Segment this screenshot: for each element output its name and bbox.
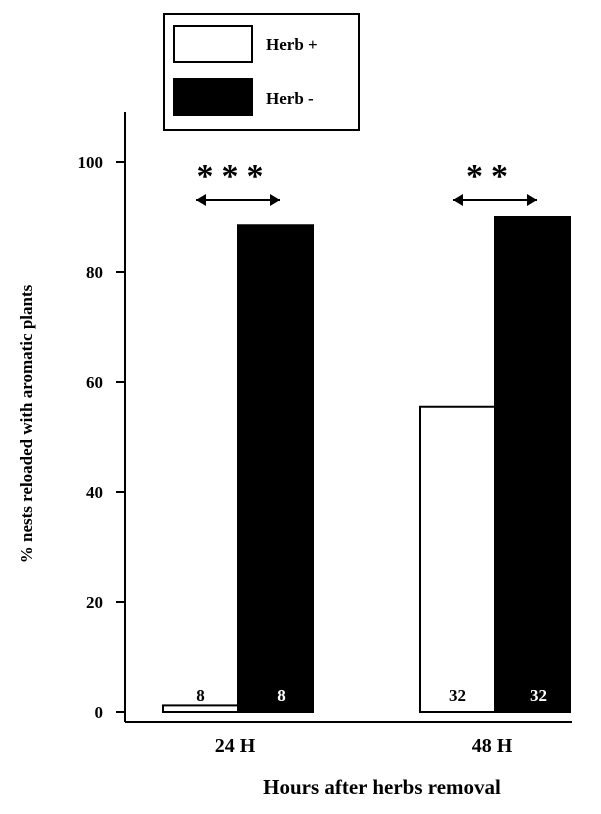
legend-label-herb-minus: Herb -: [266, 89, 314, 108]
y-tick-label: 100: [78, 153, 104, 172]
legend: Herb + Herb -: [163, 13, 360, 131]
x-tick-label: 24 H: [215, 735, 256, 757]
legend-label-herb-plus: Herb +: [266, 35, 318, 54]
bar-herb-plus-0: [162, 704, 239, 714]
y-axis-title: % nests reloaded with aromatic plants: [17, 284, 36, 563]
bar-herb-minus-1: [494, 216, 571, 713]
y-tick-label: 80: [86, 263, 103, 282]
y-axis-ticks: 0 20 40 60 80 100: [78, 153, 125, 722]
bars-group: 8 8 32 32: [162, 216, 571, 714]
bar-n-label: 8: [277, 686, 286, 705]
significance-arrowhead-left: [196, 194, 206, 206]
significance-arrowhead-right: [270, 194, 280, 206]
significance-markers: *** **: [196, 158, 537, 206]
bar-herb-plus-1: [419, 405, 496, 713]
bar-n-label: 32: [530, 686, 547, 705]
x-axis-tick-labels: 24 H 48 H: [215, 735, 513, 757]
y-tick-label: 40: [86, 483, 103, 502]
significance-arrowhead-right: [527, 194, 537, 206]
x-axis-title: Hours after herbs removal: [263, 775, 501, 799]
significance-stars: ***: [197, 158, 272, 195]
significance-arrowhead-left: [453, 194, 463, 206]
significance-stars: **: [466, 158, 516, 195]
legend-swatch-herb-minus: [173, 78, 253, 116]
bar-herb-minus-0: [237, 224, 314, 713]
x-tick-label: 48 H: [472, 735, 513, 757]
y-tick-label: 60: [86, 373, 103, 392]
legend-swatch-herb-plus: [173, 25, 253, 63]
bar-n-label: 32: [449, 686, 466, 705]
legend-frame: [163, 13, 360, 131]
y-tick-label: 20: [86, 593, 103, 612]
y-tick-label: 0: [95, 703, 104, 722]
bar-n-label: 8: [196, 686, 205, 705]
